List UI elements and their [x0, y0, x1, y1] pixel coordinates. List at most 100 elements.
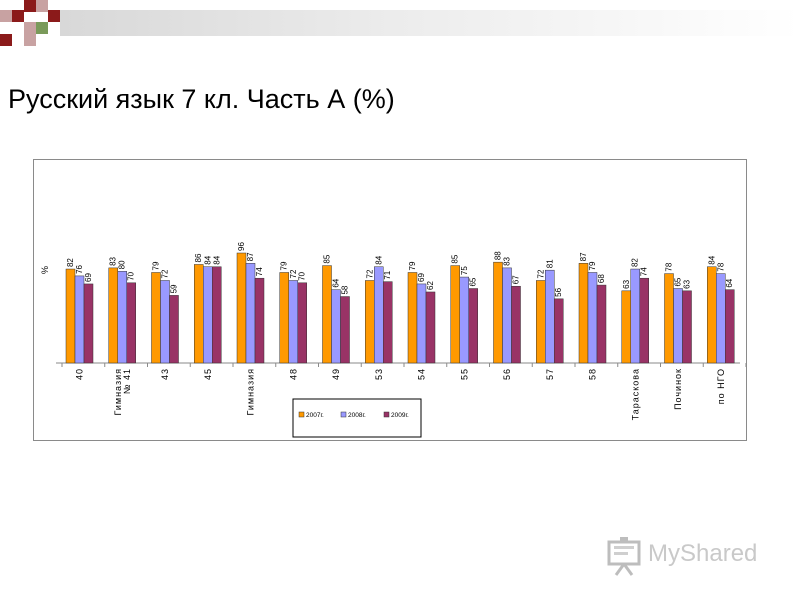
bar-2008г.-58 [587, 272, 598, 364]
data-label: 84 [212, 255, 221, 264]
bar-2009г.-Тараскова [639, 277, 649, 364]
bar-2008г.-40 [74, 275, 85, 364]
bar-2007г.-56 [493, 261, 503, 364]
x-tick-label: 49 [331, 368, 341, 380]
decorative-squares [0, 0, 60, 46]
bar-2009г.-45 [212, 266, 222, 364]
bar-2007г.-по НГО [707, 266, 717, 364]
data-label: 58 [341, 285, 350, 294]
data-label: 78 [716, 262, 725, 271]
data-label: 65 [674, 277, 683, 286]
bar-2008г.-Тараскова [630, 268, 640, 364]
data-label: 87 [579, 252, 588, 261]
bar-2007г.-Гимназия № 41 [108, 267, 118, 364]
data-label: 83 [109, 256, 118, 265]
legend-label-2008г.: 2008г. [348, 412, 366, 419]
x-tick-label: Починок [673, 368, 683, 410]
x-tick-label: № 41 [122, 368, 132, 394]
data-label: 82 [631, 258, 640, 267]
legend-label-2009г.: 2009г. [391, 412, 409, 419]
legend-label-2007г.: 2007г. [306, 412, 324, 419]
data-label: 70 [298, 271, 307, 280]
bar-2007г.-57 [536, 280, 546, 364]
data-label: 85 [323, 254, 332, 263]
data-label: 83 [503, 256, 512, 265]
watermark: MyShared [606, 536, 766, 576]
data-label: 86 [194, 253, 203, 262]
x-tick-label: по НГО [716, 368, 726, 404]
bar-2007г.-43 [151, 272, 161, 364]
x-tick-label: Тараскова [630, 368, 640, 420]
bar-2007г.-45 [194, 264, 204, 364]
data-label: 72 [536, 269, 545, 278]
bar-2008г.-55 [459, 276, 469, 364]
deco-square-dark-1 [24, 0, 36, 12]
data-label: 63 [683, 279, 692, 288]
bar-2008г.-49 [331, 289, 341, 364]
bar-2007г.-Починок [664, 273, 674, 364]
bar-2008г.-45 [203, 266, 213, 364]
bar-2009г.-58 [596, 284, 607, 364]
data-label: 69 [84, 272, 93, 281]
x-tick-label: 45 [203, 368, 213, 380]
legend-box [292, 398, 422, 438]
data-label: 71 [383, 270, 392, 279]
legend-swatch-2008г. [340, 411, 347, 418]
data-label: 80 [118, 260, 127, 269]
bar-2009г.-Гимназия [254, 277, 265, 364]
data-label: 82 [66, 258, 75, 267]
legend-swatch-2009г. [383, 411, 390, 418]
bar-2009г.-40 [83, 283, 94, 364]
data-label: 64 [332, 278, 341, 287]
bar-2007г.-48 [279, 272, 289, 364]
data-label: 68 [597, 274, 606, 283]
data-label: 56 [554, 287, 563, 296]
deco-square-dark-3 [48, 10, 60, 22]
bar-2007г.-54 [407, 272, 418, 364]
header-gradient-strip [60, 10, 800, 36]
deco-square-light-4 [24, 34, 36, 46]
bar-2008г.-по НГО [716, 273, 726, 364]
x-tick-label: 43 [160, 368, 170, 380]
x-tick-label: Гимназия [113, 368, 123, 416]
data-label: 78 [665, 262, 674, 271]
bar-2008г.-Гимназия [245, 263, 256, 364]
data-label: 74 [255, 267, 264, 276]
deco-square-light-1 [36, 0, 48, 12]
presentation-board-icon [607, 537, 641, 576]
data-label: 84 [374, 255, 383, 264]
page-title: Русский язык 7 кл. Часть А (%) [8, 84, 395, 114]
x-tick-label: 58 [588, 368, 598, 380]
bar-2007г.-Гимназия [236, 252, 247, 364]
deco-square-light-3 [24, 22, 36, 34]
deco-square-green [36, 22, 48, 34]
data-label: 59 [170, 284, 179, 293]
bar-2009г.-43 [169, 295, 179, 364]
data-label: 96 [237, 242, 246, 251]
data-label: 70 [127, 271, 136, 280]
data-label: 74 [640, 267, 649, 276]
bar-2008г.-54 [416, 283, 427, 364]
x-tick-label: 54 [417, 368, 427, 380]
deco-square-dark-4 [0, 34, 12, 46]
data-label: 76 [75, 264, 84, 273]
data-label: 84 [203, 255, 212, 264]
bar-2009г.-49 [340, 296, 350, 364]
bar-2009г.-54 [425, 291, 436, 364]
bar-2008г.-48 [288, 280, 298, 364]
data-label: 67 [512, 275, 521, 284]
bar-2007г.-Тараскова [621, 290, 631, 364]
watermark-text: MyShared [648, 540, 757, 568]
bar-2009г.-57 [554, 298, 564, 364]
x-tick-label: 53 [374, 368, 384, 380]
bar-2007г.-40 [65, 268, 76, 364]
data-label: 72 [365, 269, 374, 278]
data-label: 79 [588, 261, 597, 270]
deco-square-dark-2 [12, 10, 24, 22]
bar-2009г.-56 [511, 285, 521, 364]
bar-2007г.-55 [450, 265, 460, 364]
data-label: 79 [152, 261, 161, 270]
data-label: 87 [246, 252, 255, 261]
bar-2007г.-58 [578, 263, 589, 364]
